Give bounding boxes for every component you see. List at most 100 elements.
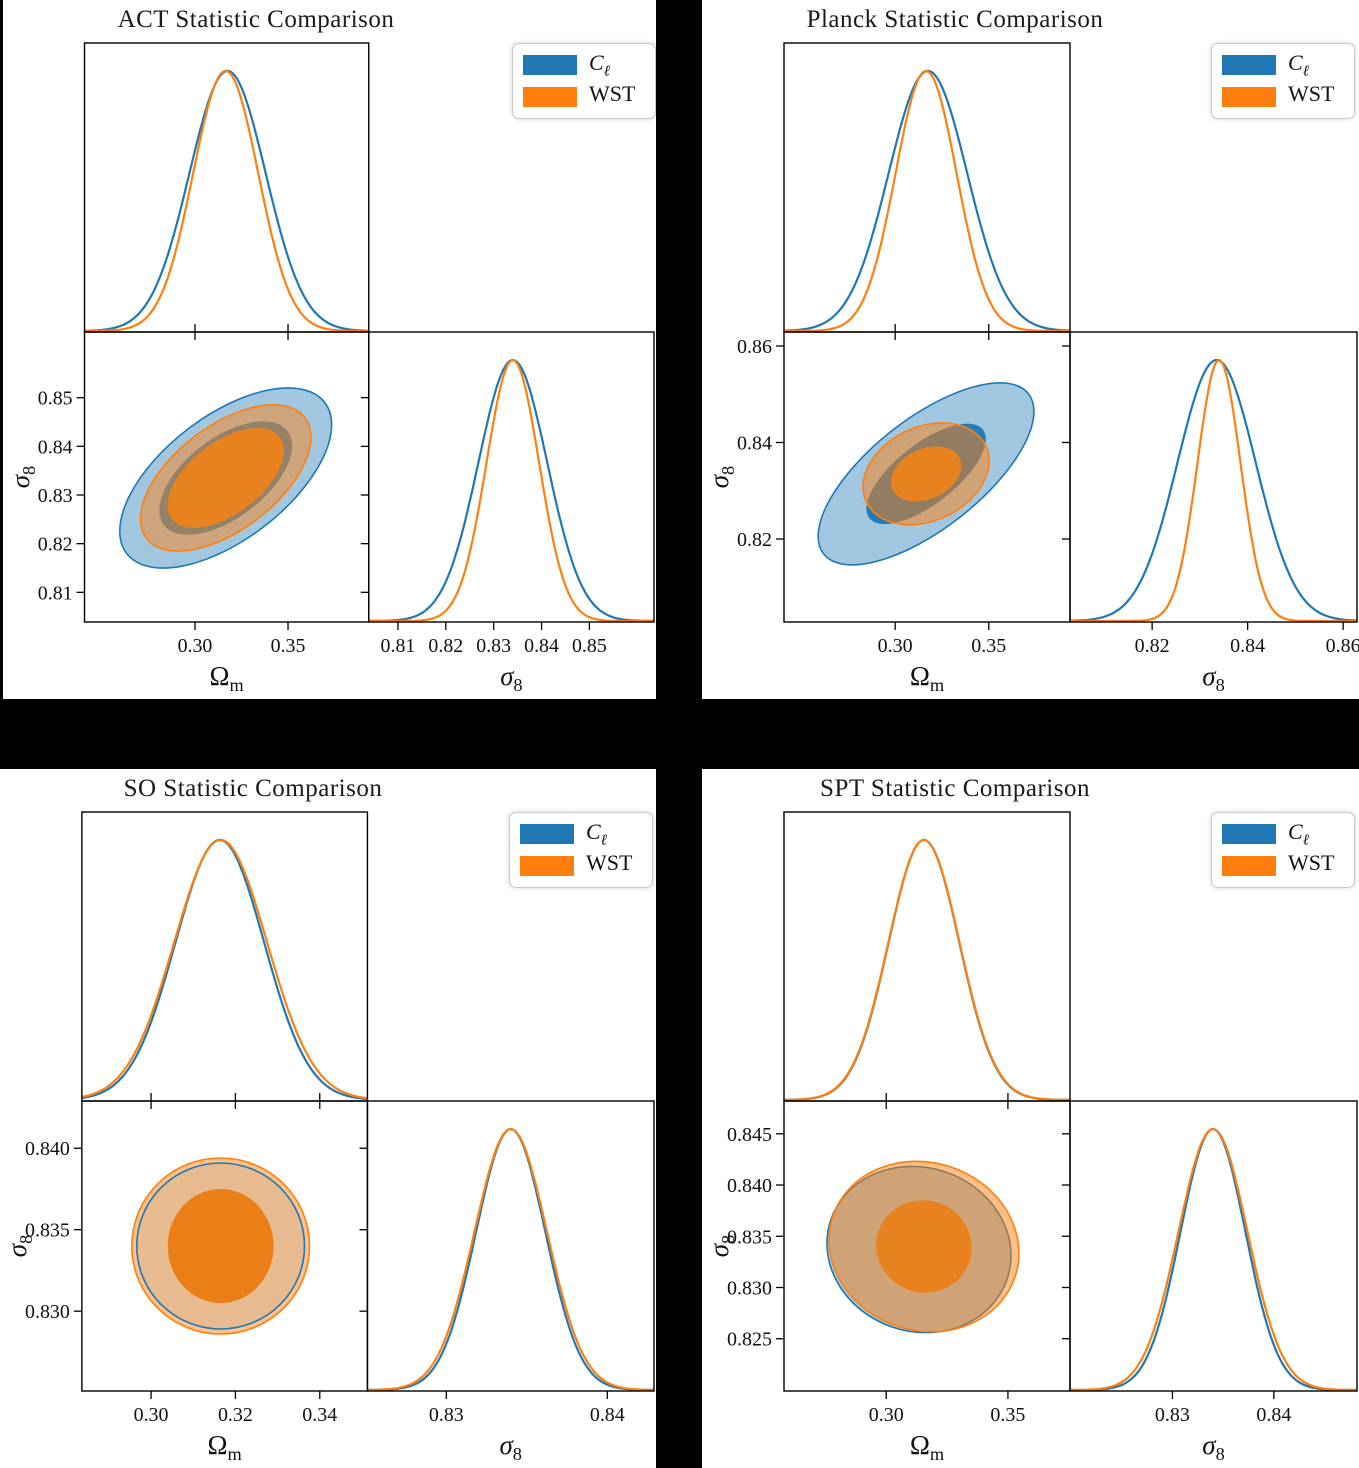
sigma-bottom-tick-label: 0.86 bbox=[1326, 635, 1359, 657]
cl-sigma-curve bbox=[1070, 1127, 1357, 1392]
sigma-1d-panel-frame bbox=[1069, 1100, 1358, 1392]
sigma-tick-label: 0.830 bbox=[25, 1301, 70, 1323]
y-axis-label-sigma: σ8 bbox=[704, 1235, 738, 1258]
x-axis-label-sigma: σ8 bbox=[500, 661, 522, 695]
y-axis-label-sigma: σ8 bbox=[704, 466, 738, 489]
legend: Cℓ WST bbox=[512, 43, 656, 119]
sigma-tick-label: 0.830 bbox=[727, 1278, 772, 1300]
panel-sigma-1d bbox=[1069, 358, 1358, 623]
corner-plot-planck: 0.30 0.35 0.82 0.84 0.86 0.82 0.84 0.86 Ωm σ8 σ8 bbox=[704, 42, 1359, 695]
sigma-bottom-tick-label: 0.85 bbox=[572, 635, 607, 657]
panel-sigma-1d bbox=[368, 358, 655, 623]
sigma-bottom-tick-label: 0.82 bbox=[428, 635, 463, 657]
sigma-bottom-tick-label: 0.84 bbox=[1256, 1404, 1291, 1426]
corner-plot-spt: 0.30 0.35 0.825 0.830 0.835 0.840 0.845 0.83 0.8… bbox=[704, 811, 1358, 1464]
legend-label-wst: WST bbox=[1288, 849, 1335, 875]
cl-sigma-curve bbox=[367, 1127, 655, 1392]
sigma-1d-panel-frame bbox=[366, 1100, 655, 1392]
legend-entry-wst: WST bbox=[1222, 849, 1344, 879]
sigma-tick-label: 0.825 bbox=[727, 1329, 772, 1351]
corner-plot-act: 0.30 0.35 0.81 0.82 0.83 0.84 0.85 0.81 0.82 0.83… bbox=[5, 42, 655, 695]
sigma-tick-label: 0.85 bbox=[38, 388, 73, 410]
x-axis-label-omega: Ωm bbox=[210, 661, 244, 695]
sigma-bottom-tick-label: 0.83 bbox=[1155, 1404, 1190, 1426]
legend: Cℓ WST bbox=[509, 812, 653, 888]
figure-title: ACT Statistic Comparison bbox=[117, 6, 395, 33]
panel-omega-1d bbox=[81, 838, 368, 1101]
y-axis-label-sigma: σ8 bbox=[2, 1235, 36, 1258]
omega-tick-label: 0.30 bbox=[878, 635, 913, 657]
cl-omega-curve bbox=[84, 69, 369, 332]
figure-spt: 0.30 0.35 0.825 0.830 0.835 0.840 0.845 0.83 0.8… bbox=[702, 769, 1359, 1468]
wst-inner-contour bbox=[167, 1189, 274, 1303]
cl-omega-curve bbox=[81, 838, 368, 1101]
legend-entry-cl: Cℓ bbox=[523, 51, 645, 79]
legend-label-cl: Cℓ bbox=[1288, 818, 1309, 849]
figure-title: SPT Statistic Comparison bbox=[820, 775, 1090, 802]
sigma-tick-label: 0.845 bbox=[727, 1124, 772, 1146]
sigma-1d-panel-frame bbox=[1069, 331, 1358, 623]
panel-omega-1d bbox=[783, 69, 1071, 333]
figure-so: 0.30 0.32 0.34 0.830 0.835 0.840 0.83 0.84 Ωm σ8 σ… bbox=[0, 769, 656, 1468]
panel-omega-1d bbox=[784, 838, 1071, 1102]
sigma-tick-label: 0.82 bbox=[737, 529, 772, 551]
legend-label-cl: Cℓ bbox=[586, 818, 607, 849]
omega-1d-panel-frame bbox=[83, 42, 370, 333]
legend-swatch-cl bbox=[1222, 55, 1276, 76]
sigma-tick-label: 0.835 bbox=[727, 1226, 772, 1248]
legend-entry-cl: Cℓ bbox=[1222, 818, 1344, 849]
wst-omega-curve bbox=[84, 69, 369, 333]
legend-entry-wst: WST bbox=[520, 851, 642, 879]
legend-entry-cl: Cℓ bbox=[520, 818, 642, 849]
panel-2d-contours bbox=[130, 1157, 311, 1335]
legend-swatch-wst bbox=[1222, 855, 1276, 876]
cl-omega-curve bbox=[783, 69, 1071, 332]
wst-inner-contour bbox=[876, 1200, 972, 1293]
sigma-tick-label: 0.81 bbox=[38, 582, 73, 604]
sigma-bottom-tick-label: 0.81 bbox=[381, 635, 416, 657]
omega-tick-label: 0.35 bbox=[971, 635, 1006, 657]
panel-sigma-1d bbox=[1069, 1127, 1358, 1392]
legend: Cℓ WST bbox=[1211, 43, 1355, 119]
cl-sigma-curve bbox=[368, 358, 655, 623]
sigma-tick-label: 0.82 bbox=[38, 534, 73, 556]
cl-sigma-curve bbox=[1069, 359, 1358, 622]
sigma-tick-label: 0.835 bbox=[25, 1220, 70, 1242]
wst-omega-curve bbox=[81, 838, 368, 1100]
x-axis-label-omega: Ωm bbox=[208, 1430, 242, 1464]
wst-sigma-curve bbox=[1070, 358, 1357, 623]
sigma-tick-label: 0.86 bbox=[737, 336, 772, 358]
legend-entry-wst: WST bbox=[1222, 80, 1344, 110]
figure-title: SO Statistic Comparison bbox=[123, 775, 383, 802]
legend-swatch-wst bbox=[1222, 86, 1276, 107]
legend-entry-cl: Cℓ bbox=[1222, 51, 1344, 79]
omega-tick-label: 0.35 bbox=[990, 1404, 1025, 1426]
cl-omega-curve bbox=[784, 838, 1071, 1102]
sigma-bottom-tick-label: 0.83 bbox=[476, 635, 511, 657]
corner-plot-so: 0.30 0.32 0.34 0.830 0.835 0.840 0.83 0.84 Ωm σ8 σ… bbox=[2, 811, 655, 1464]
omega-1d-panel-frame bbox=[783, 811, 1071, 1102]
omega-tick-label: 0.30 bbox=[134, 1404, 169, 1426]
x-axis-label-sigma: σ8 bbox=[1202, 1430, 1225, 1464]
x-axis-label-omega: Ωm bbox=[910, 1430, 944, 1464]
sigma-bottom-tick-label: 0.84 bbox=[1230, 635, 1265, 657]
omega-1d-panel-frame bbox=[783, 42, 1071, 333]
sigma-bottom-tick-label: 0.83 bbox=[429, 1404, 464, 1426]
panel-2d-contours bbox=[826, 1160, 1020, 1334]
legend-label-wst: WST bbox=[1288, 80, 1335, 106]
sigma-bottom-tick-label: 0.84 bbox=[524, 635, 559, 657]
legend-swatch-wst bbox=[520, 855, 574, 876]
sigma-tick-label: 0.83 bbox=[38, 485, 73, 507]
figure-title: Planck Statistic Comparison bbox=[806, 6, 1104, 33]
legend-entry-wst: WST bbox=[523, 82, 645, 110]
panel-2d-contours bbox=[118, 387, 333, 569]
wst-sigma-curve bbox=[367, 1127, 655, 1391]
x-axis-label-sigma: σ8 bbox=[1202, 661, 1225, 695]
sigma-bottom-tick-label: 0.82 bbox=[1135, 635, 1170, 657]
sigma-tick-label: 0.84 bbox=[737, 432, 772, 454]
legend-swatch-cl bbox=[1222, 824, 1276, 845]
legend-swatch-cl bbox=[520, 824, 574, 845]
omega-1d-panel-frame bbox=[81, 811, 369, 1102]
legend-swatch-cl bbox=[523, 55, 577, 76]
